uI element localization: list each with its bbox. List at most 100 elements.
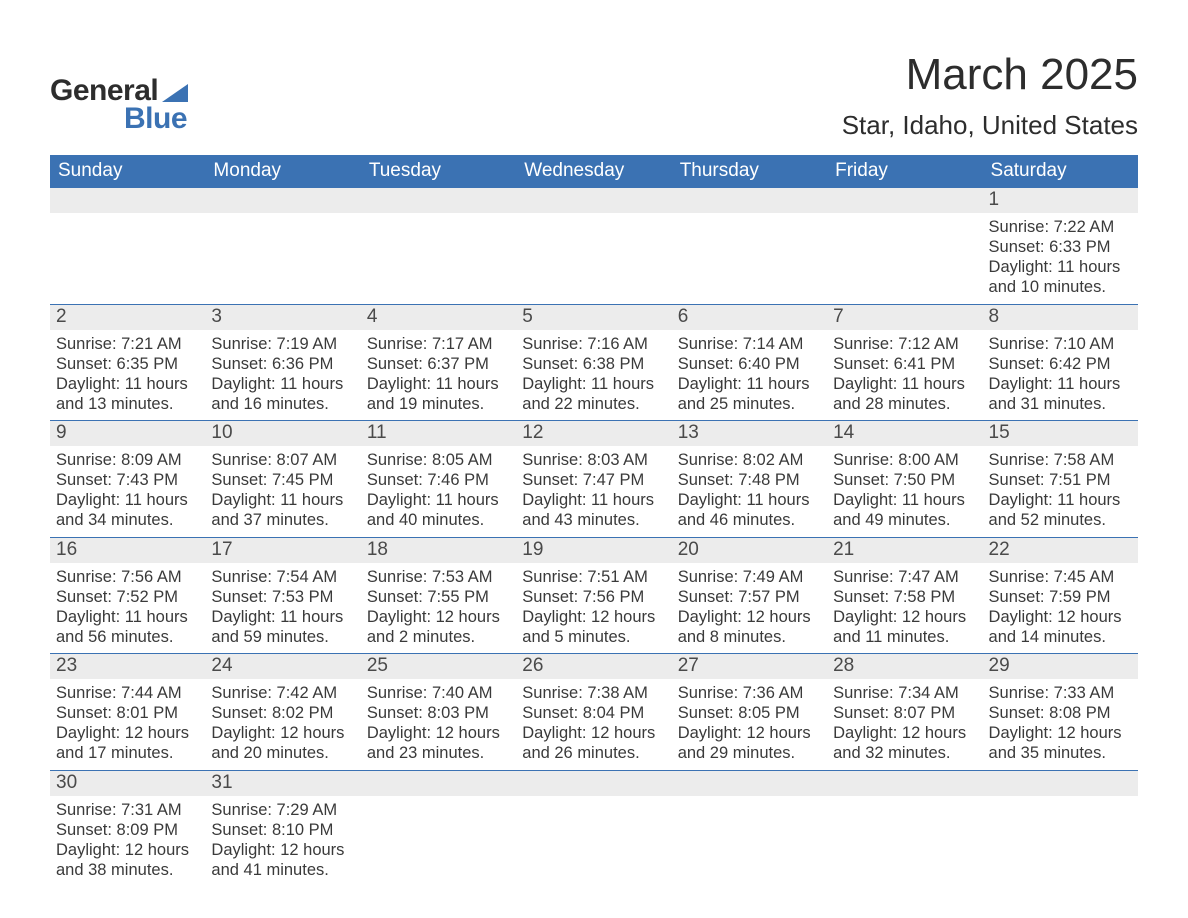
calendar-day-cell: . <box>827 188 982 304</box>
daylight-line-1: Daylight: 12 hours <box>211 723 354 743</box>
daylight-line-2: and 13 minutes. <box>56 394 199 414</box>
daylight-line-1: Daylight: 12 hours <box>989 723 1132 743</box>
day-number: . <box>672 771 827 796</box>
day-number: 25 <box>361 654 516 679</box>
day-number: 14 <box>827 421 982 446</box>
daylight-line-1: Daylight: 11 hours <box>989 490 1132 510</box>
calendar-day-cell: . <box>672 770 827 886</box>
daylight-line-1: Daylight: 11 hours <box>211 374 354 394</box>
sunset-line: Sunset: 7:50 PM <box>833 470 976 490</box>
daylight-line-2: and 19 minutes. <box>367 394 510 414</box>
daylight-line-1: Daylight: 11 hours <box>211 607 354 627</box>
day-detail <box>361 796 516 876</box>
daylight-line-2: and 16 minutes. <box>211 394 354 414</box>
calendar-day-cell: . <box>672 188 827 304</box>
daylight-line-1: Daylight: 11 hours <box>989 257 1132 277</box>
day-detail <box>361 213 516 293</box>
day-number: 24 <box>205 654 360 679</box>
sunrise-line: Sunrise: 7:33 AM <box>989 683 1132 703</box>
day-number: 6 <box>672 305 827 330</box>
day-detail: Sunrise: 7:53 AMSunset: 7:55 PMDaylight:… <box>361 563 516 654</box>
calendar-day-cell: 9Sunrise: 8:09 AMSunset: 7:43 PMDaylight… <box>50 421 205 538</box>
day-detail: Sunrise: 8:00 AMSunset: 7:50 PMDaylight:… <box>827 446 982 537</box>
daylight-line-2: and 59 minutes. <box>211 627 354 647</box>
daylight-line-1: Daylight: 12 hours <box>211 840 354 860</box>
daylight-line-2: and 32 minutes. <box>833 743 976 763</box>
calendar-day-cell: 30Sunrise: 7:31 AMSunset: 8:09 PMDayligh… <box>50 770 205 886</box>
daylight-line-1: Daylight: 11 hours <box>367 374 510 394</box>
day-detail: Sunrise: 7:49 AMSunset: 7:57 PMDaylight:… <box>672 563 827 654</box>
day-number: 4 <box>361 305 516 330</box>
day-number: 3 <box>205 305 360 330</box>
day-detail: Sunrise: 7:40 AMSunset: 8:03 PMDaylight:… <box>361 679 516 770</box>
calendar-day-cell: 27Sunrise: 7:36 AMSunset: 8:05 PMDayligh… <box>672 654 827 771</box>
day-detail: Sunrise: 7:10 AMSunset: 6:42 PMDaylight:… <box>983 330 1138 421</box>
sunset-line: Sunset: 6:36 PM <box>211 354 354 374</box>
daylight-line-2: and 35 minutes. <box>989 743 1132 763</box>
calendar-day-cell: . <box>205 188 360 304</box>
calendar-week-row: 2Sunrise: 7:21 AMSunset: 6:35 PMDaylight… <box>50 304 1138 421</box>
day-detail: Sunrise: 7:45 AMSunset: 7:59 PMDaylight:… <box>983 563 1138 654</box>
sunrise-line: Sunrise: 7:53 AM <box>367 567 510 587</box>
calendar-day-cell: 26Sunrise: 7:38 AMSunset: 8:04 PMDayligh… <box>516 654 671 771</box>
sunrise-line: Sunrise: 7:44 AM <box>56 683 199 703</box>
sunrise-line: Sunrise: 7:38 AM <box>522 683 665 703</box>
day-header: Saturday <box>983 155 1138 188</box>
day-number: 27 <box>672 654 827 679</box>
day-header: Monday <box>205 155 360 188</box>
day-number: . <box>516 771 671 796</box>
month-title: March 2025 <box>842 50 1138 100</box>
day-number: 29 <box>983 654 1138 679</box>
day-detail: Sunrise: 7:33 AMSunset: 8:08 PMDaylight:… <box>983 679 1138 770</box>
sunrise-line: Sunrise: 7:19 AM <box>211 334 354 354</box>
daylight-line-2: and 56 minutes. <box>56 627 199 647</box>
day-detail: Sunrise: 7:19 AMSunset: 6:36 PMDaylight:… <box>205 330 360 421</box>
day-number: 17 <box>205 538 360 563</box>
sunrise-line: Sunrise: 8:09 AM <box>56 450 199 470</box>
day-number: 22 <box>983 538 1138 563</box>
sunrise-line: Sunrise: 7:47 AM <box>833 567 976 587</box>
calendar-week-row: 9Sunrise: 8:09 AMSunset: 7:43 PMDaylight… <box>50 421 1138 538</box>
calendar-day-cell: . <box>516 770 671 886</box>
daylight-line-2: and 41 minutes. <box>211 860 354 880</box>
day-detail: Sunrise: 8:02 AMSunset: 7:48 PMDaylight:… <box>672 446 827 537</box>
sunrise-line: Sunrise: 7:42 AM <box>211 683 354 703</box>
calendar-day-cell: 11Sunrise: 8:05 AMSunset: 7:46 PMDayligh… <box>361 421 516 538</box>
sunrise-line: Sunrise: 7:45 AM <box>989 567 1132 587</box>
calendar-day-cell: 1Sunrise: 7:22 AMSunset: 6:33 PMDaylight… <box>983 188 1138 304</box>
sunrise-line: Sunrise: 8:05 AM <box>367 450 510 470</box>
sunset-line: Sunset: 6:33 PM <box>989 237 1132 257</box>
sunset-line: Sunset: 7:46 PM <box>367 470 510 490</box>
day-detail: Sunrise: 7:36 AMSunset: 8:05 PMDaylight:… <box>672 679 827 770</box>
calendar-day-cell: 24Sunrise: 7:42 AMSunset: 8:02 PMDayligh… <box>205 654 360 771</box>
day-number: 12 <box>516 421 671 446</box>
day-detail: Sunrise: 7:47 AMSunset: 7:58 PMDaylight:… <box>827 563 982 654</box>
day-detail <box>827 213 982 293</box>
day-header: Friday <box>827 155 982 188</box>
daylight-line-2: and 40 minutes. <box>367 510 510 530</box>
calendar-day-cell: 7Sunrise: 7:12 AMSunset: 6:41 PMDaylight… <box>827 304 982 421</box>
day-detail: Sunrise: 7:44 AMSunset: 8:01 PMDaylight:… <box>50 679 205 770</box>
day-header: Sunday <box>50 155 205 188</box>
sunset-line: Sunset: 7:57 PM <box>678 587 821 607</box>
daylight-line-2: and 34 minutes. <box>56 510 199 530</box>
daylight-line-2: and 23 minutes. <box>367 743 510 763</box>
calendar-day-cell: 4Sunrise: 7:17 AMSunset: 6:37 PMDaylight… <box>361 304 516 421</box>
day-detail: Sunrise: 7:51 AMSunset: 7:56 PMDaylight:… <box>516 563 671 654</box>
calendar-day-cell: 16Sunrise: 7:56 AMSunset: 7:52 PMDayligh… <box>50 537 205 654</box>
sunset-line: Sunset: 7:52 PM <box>56 587 199 607</box>
calendar-day-cell: 21Sunrise: 7:47 AMSunset: 7:58 PMDayligh… <box>827 537 982 654</box>
sunrise-line: Sunrise: 7:49 AM <box>678 567 821 587</box>
day-detail: Sunrise: 7:38 AMSunset: 8:04 PMDaylight:… <box>516 679 671 770</box>
day-header-row: Sunday Monday Tuesday Wednesday Thursday… <box>50 155 1138 188</box>
daylight-line-2: and 11 minutes. <box>833 627 976 647</box>
day-detail: Sunrise: 7:29 AMSunset: 8:10 PMDaylight:… <box>205 796 360 887</box>
daylight-line-1: Daylight: 11 hours <box>211 490 354 510</box>
sunrise-line: Sunrise: 7:36 AM <box>678 683 821 703</box>
sunrise-line: Sunrise: 7:29 AM <box>211 800 354 820</box>
day-detail: Sunrise: 7:21 AMSunset: 6:35 PMDaylight:… <box>50 330 205 421</box>
brand-word-blue: Blue <box>124 102 187 136</box>
daylight-line-1: Daylight: 11 hours <box>678 490 821 510</box>
sunrise-line: Sunrise: 7:31 AM <box>56 800 199 820</box>
day-detail: Sunrise: 7:17 AMSunset: 6:37 PMDaylight:… <box>361 330 516 421</box>
